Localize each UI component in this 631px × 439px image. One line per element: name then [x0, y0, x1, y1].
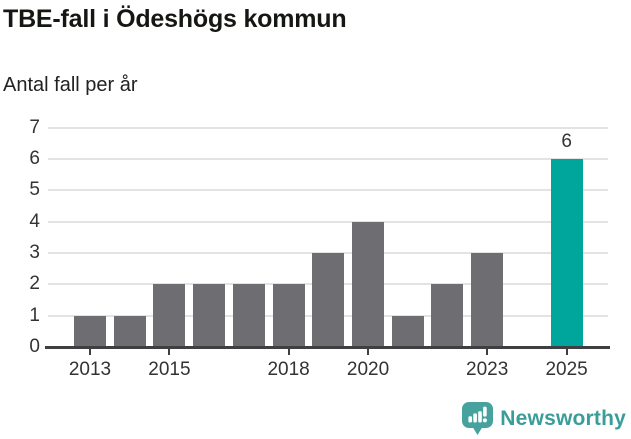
- brand-name: Newsworthy: [500, 407, 626, 430]
- x-tick: [565, 349, 568, 355]
- x-tick-label: 2025: [545, 359, 588, 380]
- brand-footer: Newsworthy: [462, 402, 626, 436]
- chart-subtitle: Antal fall per år: [3, 74, 138, 96]
- x-tick-label: 2015: [148, 359, 191, 380]
- x-tick: [367, 349, 370, 355]
- x-tick-label: 2020: [346, 359, 390, 380]
- x-tick: [486, 349, 489, 355]
- bar: [431, 284, 464, 347]
- x-tick: [287, 349, 290, 355]
- y-tick-label: 4: [29, 210, 40, 232]
- bar: [272, 284, 305, 347]
- gridline: [48, 157, 608, 160]
- bar: [352, 221, 385, 347]
- x-tick-label: 2018: [267, 359, 310, 380]
- x-tick-label: 2023: [466, 359, 509, 380]
- bar-value-label: 6: [561, 130, 572, 152]
- bar: [312, 252, 345, 347]
- y-tick-label: 0: [29, 336, 40, 357]
- bar: [113, 315, 146, 347]
- gridline: [48, 126, 608, 129]
- bar: [74, 315, 106, 347]
- x-tick: [168, 349, 171, 355]
- bar-highlighted: [550, 158, 583, 347]
- bar: [391, 315, 424, 347]
- newsworthy-logo-icon: [462, 402, 494, 436]
- y-tick-label: 3: [29, 241, 40, 263]
- y-tick-label: 7: [29, 116, 40, 138]
- bar: [471, 252, 504, 347]
- gridline: [48, 220, 608, 223]
- y-tick-label: 6: [29, 147, 40, 169]
- bar: [153, 284, 186, 347]
- bar: [232, 284, 265, 347]
- gridline: [48, 189, 608, 192]
- x-axis-line: [45, 345, 610, 349]
- y-tick-label: 2: [29, 273, 40, 295]
- x-tick: [89, 349, 91, 355]
- y-tick-label: 5: [29, 179, 40, 201]
- x-tick-label: 2013: [68, 359, 112, 380]
- bar: [193, 284, 226, 347]
- chart-title: TBE-fall i Ödeshögs kommun: [3, 5, 347, 33]
- y-tick-label: 1: [29, 304, 40, 326]
